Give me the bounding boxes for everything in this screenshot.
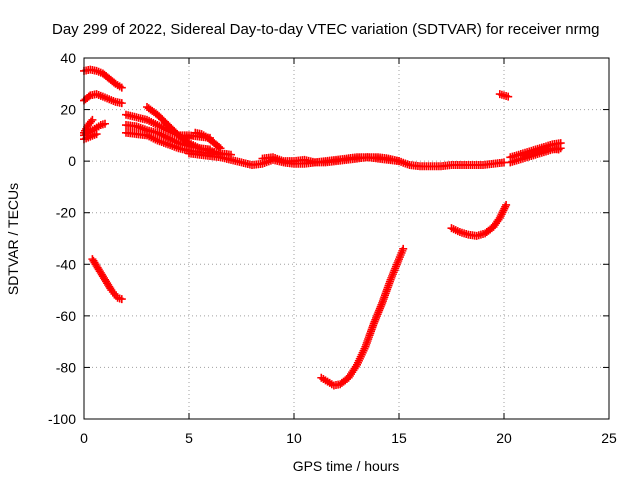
data-points bbox=[80, 65, 565, 390]
x-tick-label: 10 bbox=[286, 430, 302, 446]
data-point bbox=[216, 144, 225, 153]
x-tick-label: 0 bbox=[80, 430, 88, 446]
y-tick-label: 0 bbox=[68, 153, 76, 169]
data-point bbox=[92, 130, 101, 139]
data-marker bbox=[498, 208, 507, 217]
data-point bbox=[395, 157, 403, 166]
y-axis-label: SDTVAR / TECUs bbox=[5, 183, 21, 295]
data-point bbox=[117, 295, 126, 304]
y-tick-label: 40 bbox=[60, 50, 76, 66]
data-point bbox=[88, 115, 97, 124]
data-marker bbox=[214, 142, 223, 151]
y-tick-label: -20 bbox=[56, 205, 76, 221]
data-point bbox=[554, 145, 563, 154]
data-point bbox=[495, 213, 504, 222]
data-marker bbox=[84, 92, 93, 101]
series-arc-neg40 bbox=[88, 255, 126, 304]
series-arc-neg85 bbox=[317, 244, 408, 390]
x-tick-label: 25 bbox=[601, 430, 617, 446]
series-arc-top-35 bbox=[80, 65, 126, 92]
data-point bbox=[399, 244, 408, 253]
series-arc-main-mid bbox=[258, 153, 403, 167]
data-point bbox=[117, 83, 126, 92]
x-tick-label: 15 bbox=[391, 430, 407, 446]
x-tick-label: 20 bbox=[496, 430, 512, 446]
data-marker bbox=[499, 206, 508, 215]
grid-lines bbox=[84, 58, 609, 419]
plot-frame bbox=[83, 57, 610, 420]
data-point bbox=[101, 119, 109, 128]
data-marker bbox=[500, 204, 509, 213]
series-arc-20h-c bbox=[521, 144, 563, 160]
data-marker bbox=[501, 202, 510, 211]
y-tick-label: 20 bbox=[60, 102, 76, 118]
y-tick-label: -40 bbox=[56, 256, 76, 272]
data-marker bbox=[497, 210, 506, 219]
series-arc-9 bbox=[80, 130, 101, 144]
series-arc-neg25 bbox=[447, 200, 511, 240]
y-tick-label: -100 bbox=[48, 411, 76, 427]
series-arc-5h-f bbox=[191, 128, 225, 153]
axis-ticks: 0 5 10 15 20 25 -100 -80 -60 -40 -20 0 20 40 bbox=[48, 50, 617, 446]
x-tick-label: 5 bbox=[185, 430, 193, 446]
data-marker bbox=[87, 117, 95, 126]
data-point bbox=[117, 99, 126, 108]
data-point bbox=[502, 200, 511, 209]
y-tick-label: -80 bbox=[56, 359, 76, 375]
data-marker bbox=[496, 212, 505, 221]
chart-title: Day 299 of 2022, Sidereal Day-to-day VTE… bbox=[52, 21, 599, 38]
series-arc-25 bbox=[80, 90, 126, 108]
x-axis-label: GPS time / hours bbox=[293, 458, 400, 474]
series-arc-26 bbox=[495, 90, 513, 101]
y-tick-label: -60 bbox=[56, 308, 76, 324]
data-point bbox=[504, 92, 513, 101]
